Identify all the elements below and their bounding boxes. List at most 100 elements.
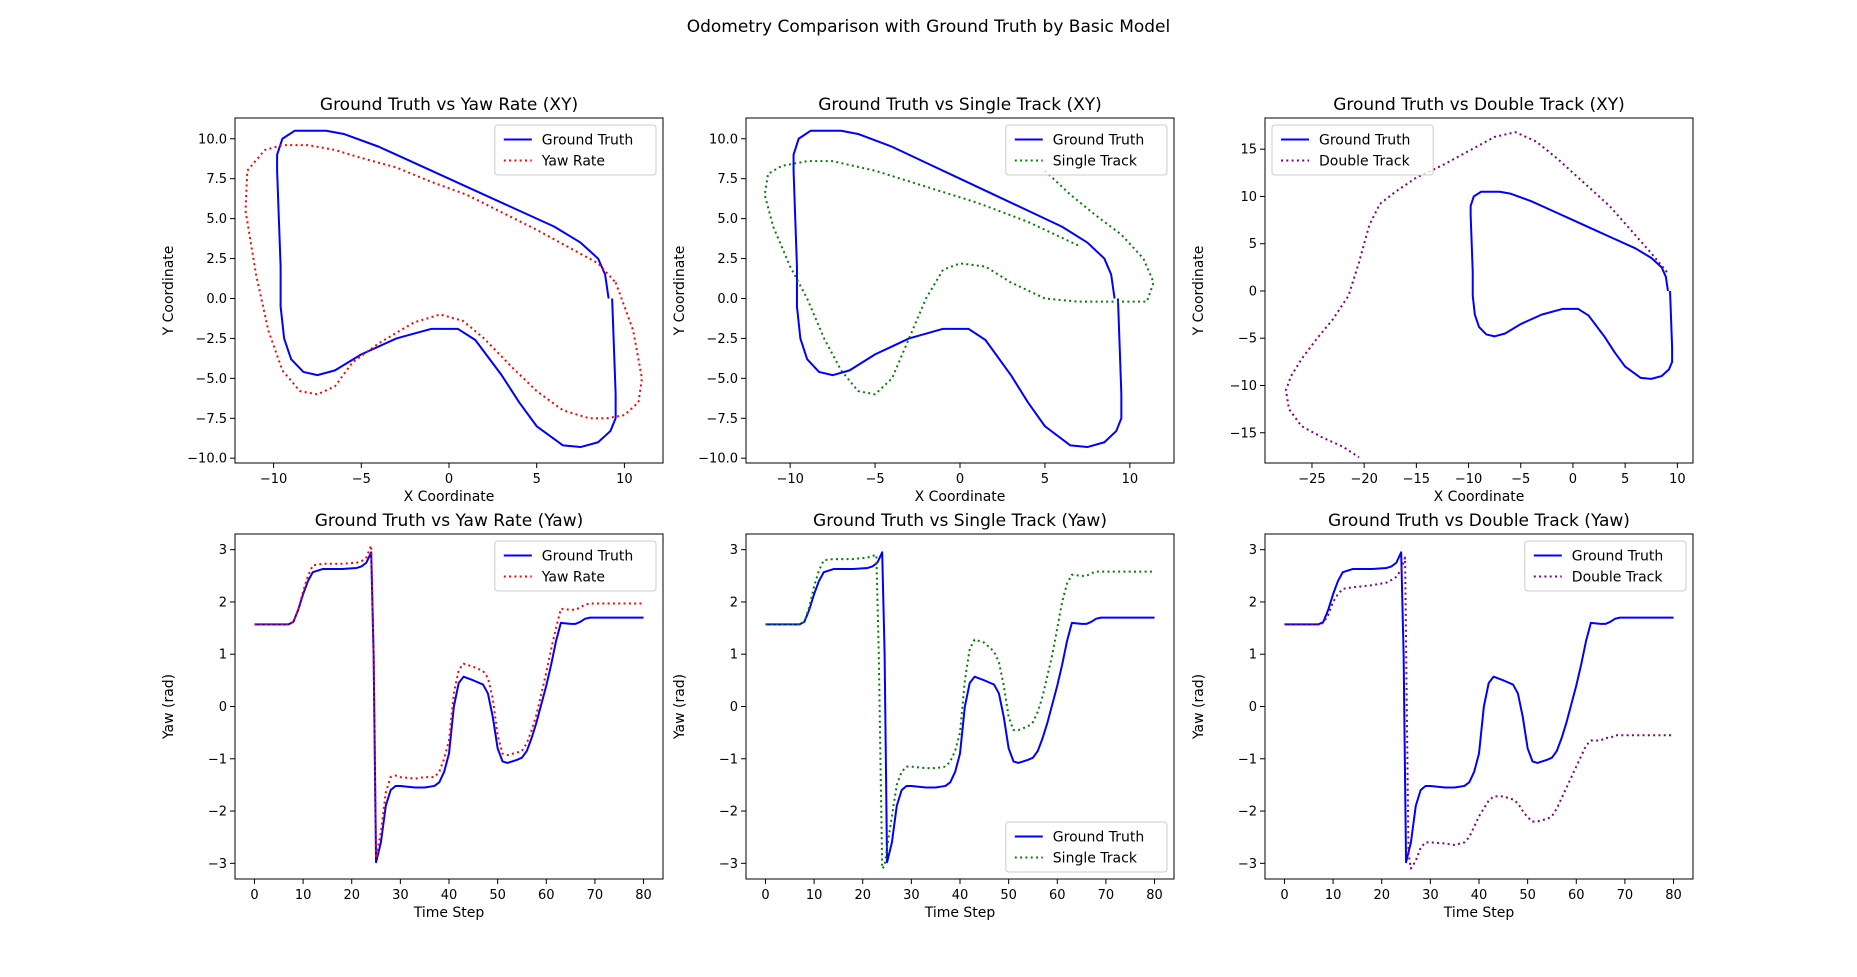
y-tick-label: 5.0 <box>717 212 738 227</box>
legend-label: Double Track <box>1319 154 1411 170</box>
series-group <box>1284 551 1674 870</box>
x-tick-label: −10 <box>1455 472 1482 487</box>
legend-box <box>1524 540 1687 592</box>
legend-box <box>494 124 657 176</box>
series-line-single-track <box>763 160 1155 396</box>
legend-label: Single Track <box>1053 154 1138 170</box>
y-tick-label: −2 <box>719 805 738 820</box>
subplot-title: Ground Truth vs Double Track (XY) <box>1333 95 1625 115</box>
y-tick-label: 15 <box>1240 143 1257 158</box>
x-tick-label: −25 <box>1298 472 1325 487</box>
x-tick-label: 40 <box>952 888 969 903</box>
legend-label: Ground Truth <box>1572 549 1663 565</box>
y-tick-label: 0 <box>1249 284 1257 299</box>
legend-box <box>494 540 657 592</box>
y-tick-label: 0.0 <box>206 292 227 307</box>
series-group <box>765 551 1155 870</box>
y-tick-label: −2 <box>1238 805 1257 820</box>
legend: Ground Truth Yaw Rate <box>494 124 657 176</box>
y-tick-label: 10.0 <box>709 132 738 147</box>
legend: Ground Truth Yaw Rate <box>494 540 657 592</box>
legend-label: Yaw Rate <box>541 570 605 586</box>
y-tick-label: 5 <box>1249 237 1257 252</box>
legend-box <box>1005 821 1168 873</box>
subplot-title: Ground Truth vs Single Track (Yaw) <box>813 511 1107 531</box>
x-tick-label: 60 <box>1568 888 1585 903</box>
y-axis-label: Yaw (rad) <box>161 674 177 740</box>
y-tick-label: −7.5 <box>706 412 738 427</box>
x-tick-label: 0 <box>445 472 453 487</box>
subplot-yaw_single_track: 0 10 20 30 40 50 60 70 80 −3 −2 −1 0 1 2 3 Ground Truth … <box>672 511 1175 921</box>
y-axis-label: Y Coordinate <box>1191 246 1207 337</box>
x-tick-label: 50 <box>489 888 506 903</box>
y-tick-label: −3 <box>1238 857 1257 872</box>
x-tick-label: 10 <box>1325 888 1342 903</box>
y-tick-label: 1 <box>1249 648 1257 663</box>
y-tick-label: 1 <box>730 648 738 663</box>
y-tick-label: −1 <box>1238 752 1257 767</box>
legend-label: Double Track <box>1572 570 1664 586</box>
y-tick-label: −15 <box>1230 426 1257 441</box>
y-tick-label: 3 <box>730 543 738 558</box>
x-tick-label: 5 <box>1041 472 1049 487</box>
legend-label: Single Track <box>1053 851 1138 867</box>
y-tick-label: 0.0 <box>717 292 738 307</box>
y-tick-label: −5.0 <box>706 372 738 387</box>
figure-title: Odometry Comparison with Ground Truth by… <box>687 17 1171 37</box>
y-tick-label: −5.0 <box>195 372 227 387</box>
x-tick-label: −5 <box>352 472 371 487</box>
series-line-ground-truth <box>765 551 1155 864</box>
subplot-title: Ground Truth vs Single Track (XY) <box>818 95 1102 115</box>
x-axis-label: Time Step <box>1443 905 1515 921</box>
y-tick-label: 10 <box>1240 190 1257 205</box>
x-tick-label: 40 <box>441 888 458 903</box>
x-tick-label: −10 <box>776 472 803 487</box>
y-tick-label: −3 <box>208 857 227 872</box>
legend: Ground Truth Single Track <box>1005 124 1168 176</box>
series-line-ground-truth <box>276 129 617 449</box>
x-tick-label: 80 <box>635 888 652 903</box>
x-tick-label: 70 <box>587 888 604 903</box>
y-tick-label: 2 <box>730 595 738 610</box>
x-tick-label: 60 <box>1049 888 1066 903</box>
x-tick-label: 50 <box>1519 888 1536 903</box>
y-tick-label: 0 <box>219 700 227 715</box>
x-tick-label: 70 <box>1098 888 1115 903</box>
y-tick-label: 3 <box>1249 543 1257 558</box>
y-tick-label: −2.5 <box>195 332 227 347</box>
y-tick-label: 5.0 <box>206 212 227 227</box>
x-axis-label: X Coordinate <box>404 489 495 505</box>
x-tick-label: 0 <box>1569 472 1577 487</box>
series-line-ground-truth <box>1469 190 1674 380</box>
y-tick-label: 2.5 <box>206 252 227 267</box>
subplot-grid: −10 −5 0 5 10−10.0−7.5−5.0−2.50.02.55.07.510… <box>161 95 1694 921</box>
subplot-xy_yaw_rate: −10 −5 0 5 10 −10.0 −7.5 −5.0 −2.5 0.0 2.5 5.0 7.5 10… <box>161 95 664 505</box>
x-tick-label: 40 <box>1471 888 1488 903</box>
x-tick-label: 5 <box>1621 472 1629 487</box>
x-axis-label: X Coordinate <box>915 489 1006 505</box>
x-tick-label: 80 <box>1146 888 1163 903</box>
x-tick-label: 10 <box>1122 472 1139 487</box>
y-tick-label: 7.5 <box>206 172 227 187</box>
y-tick-label: 2.5 <box>717 252 738 267</box>
series-group <box>244 129 643 449</box>
series-group <box>763 129 1155 449</box>
series-line-single-track <box>765 553 1155 870</box>
x-axis-label: X Coordinate <box>1434 489 1525 505</box>
y-tick-label: 2 <box>1249 595 1257 610</box>
series-line-ground-truth <box>1284 551 1674 864</box>
y-tick-label: 1 <box>219 648 227 663</box>
x-tick-label: 0 <box>761 888 769 903</box>
subplot-title: Ground Truth vs Double Track (Yaw) <box>1328 511 1630 531</box>
y-tick-label: −1 <box>208 752 227 767</box>
x-tick-label: 10 <box>295 888 312 903</box>
x-tick-label: 20 <box>1373 888 1390 903</box>
x-tick-label: 0 <box>956 472 964 487</box>
subplot-title: Ground Truth vs Yaw Rate (Yaw) <box>315 511 584 531</box>
legend-label: Ground Truth <box>1319 133 1410 149</box>
y-tick-label: −2.5 <box>706 332 738 347</box>
y-tick-label: −1 <box>719 752 738 767</box>
legend-label: Ground Truth <box>1053 830 1144 846</box>
x-tick-label: 10 <box>806 888 823 903</box>
